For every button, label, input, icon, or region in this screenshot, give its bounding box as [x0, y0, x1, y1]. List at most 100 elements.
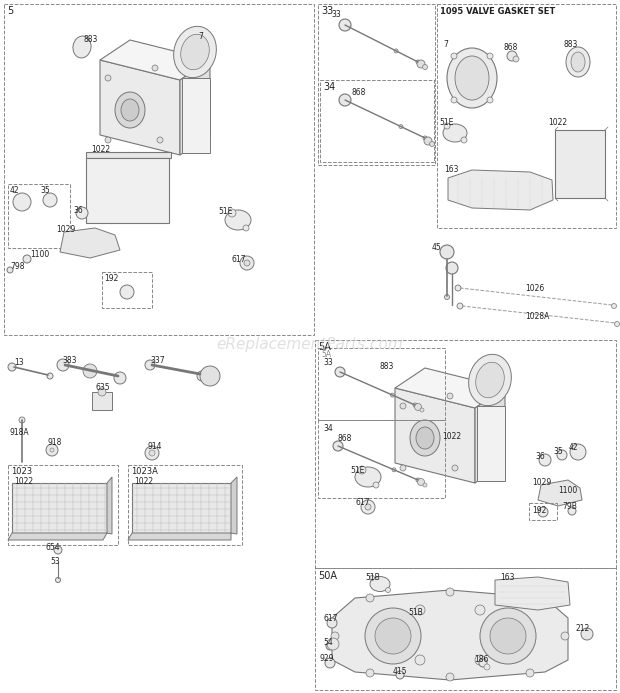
Circle shape	[243, 225, 249, 231]
Circle shape	[415, 655, 425, 665]
Ellipse shape	[416, 427, 434, 449]
Circle shape	[46, 444, 58, 456]
Circle shape	[417, 60, 425, 68]
Text: 163: 163	[444, 165, 459, 174]
Circle shape	[396, 671, 404, 679]
Circle shape	[416, 478, 420, 482]
Text: 1022: 1022	[442, 432, 461, 441]
Text: 918A: 918A	[9, 428, 29, 437]
Circle shape	[339, 94, 351, 106]
Circle shape	[526, 594, 534, 602]
Text: 51E: 51E	[350, 466, 365, 475]
Circle shape	[424, 137, 432, 145]
Text: 1029: 1029	[532, 478, 551, 487]
Circle shape	[327, 638, 339, 650]
Circle shape	[570, 444, 586, 460]
Circle shape	[365, 504, 371, 510]
Circle shape	[457, 303, 463, 309]
Text: 914: 914	[148, 442, 162, 451]
Text: eReplacementParts.com: eReplacementParts.com	[216, 337, 404, 351]
Polygon shape	[495, 577, 570, 610]
Circle shape	[487, 97, 493, 103]
Circle shape	[451, 97, 457, 103]
Text: 1026: 1026	[525, 284, 544, 293]
Circle shape	[23, 255, 31, 263]
Circle shape	[422, 64, 428, 69]
Circle shape	[479, 659, 487, 667]
Circle shape	[423, 483, 427, 487]
Text: 45: 45	[432, 243, 441, 252]
Bar	[132, 483, 231, 533]
Circle shape	[581, 628, 593, 640]
Polygon shape	[107, 477, 112, 534]
Text: 34: 34	[323, 82, 335, 92]
Ellipse shape	[115, 92, 145, 128]
Circle shape	[83, 364, 97, 378]
Circle shape	[145, 446, 159, 460]
Text: 36: 36	[73, 206, 82, 215]
Ellipse shape	[370, 577, 390, 592]
Text: 1022: 1022	[134, 477, 153, 486]
Circle shape	[240, 256, 254, 270]
Text: 868: 868	[338, 434, 352, 443]
Text: 1028A: 1028A	[525, 312, 549, 321]
Circle shape	[487, 53, 493, 59]
Circle shape	[197, 371, 207, 381]
Text: 5A: 5A	[318, 342, 331, 352]
Bar	[182, 78, 210, 153]
Circle shape	[47, 373, 53, 379]
Circle shape	[370, 575, 374, 581]
Text: 36: 36	[535, 452, 545, 461]
Circle shape	[105, 137, 111, 143]
Bar	[86, 158, 169, 223]
Polygon shape	[128, 533, 231, 540]
Circle shape	[557, 450, 567, 460]
Circle shape	[507, 51, 517, 61]
Circle shape	[480, 608, 536, 664]
Text: 50A: 50A	[318, 571, 337, 581]
Text: 192: 192	[532, 506, 546, 515]
Circle shape	[430, 141, 435, 146]
Ellipse shape	[455, 56, 489, 100]
Circle shape	[325, 658, 335, 668]
Circle shape	[331, 632, 339, 640]
Text: 654: 654	[46, 543, 60, 552]
Ellipse shape	[355, 467, 381, 487]
Ellipse shape	[447, 48, 497, 108]
Circle shape	[614, 322, 619, 326]
Bar	[555, 130, 605, 198]
Ellipse shape	[469, 354, 512, 405]
Polygon shape	[8, 533, 107, 540]
Ellipse shape	[476, 362, 504, 398]
Circle shape	[399, 125, 403, 129]
Text: 79B: 79B	[562, 502, 577, 511]
Circle shape	[157, 137, 163, 143]
Text: 5A: 5A	[321, 350, 331, 359]
Text: 883: 883	[563, 40, 577, 49]
Circle shape	[490, 618, 526, 654]
Circle shape	[19, 417, 25, 423]
Text: 617: 617	[323, 614, 337, 623]
Text: 883: 883	[380, 362, 394, 371]
Text: 617: 617	[355, 498, 370, 507]
Circle shape	[327, 618, 337, 628]
Ellipse shape	[566, 47, 590, 77]
Circle shape	[451, 53, 457, 59]
Text: 53: 53	[50, 557, 60, 566]
Circle shape	[446, 673, 454, 681]
Circle shape	[152, 65, 158, 71]
Circle shape	[366, 594, 374, 602]
Circle shape	[105, 75, 111, 81]
Ellipse shape	[571, 52, 585, 72]
Circle shape	[446, 588, 454, 596]
Circle shape	[145, 360, 155, 370]
Bar	[477, 406, 505, 481]
Circle shape	[244, 260, 250, 266]
Text: 192: 192	[104, 274, 118, 283]
Text: 883: 883	[83, 35, 97, 44]
Ellipse shape	[73, 36, 91, 58]
Circle shape	[400, 465, 406, 471]
Bar	[86, 152, 171, 158]
Circle shape	[452, 465, 458, 471]
Ellipse shape	[180, 34, 210, 70]
